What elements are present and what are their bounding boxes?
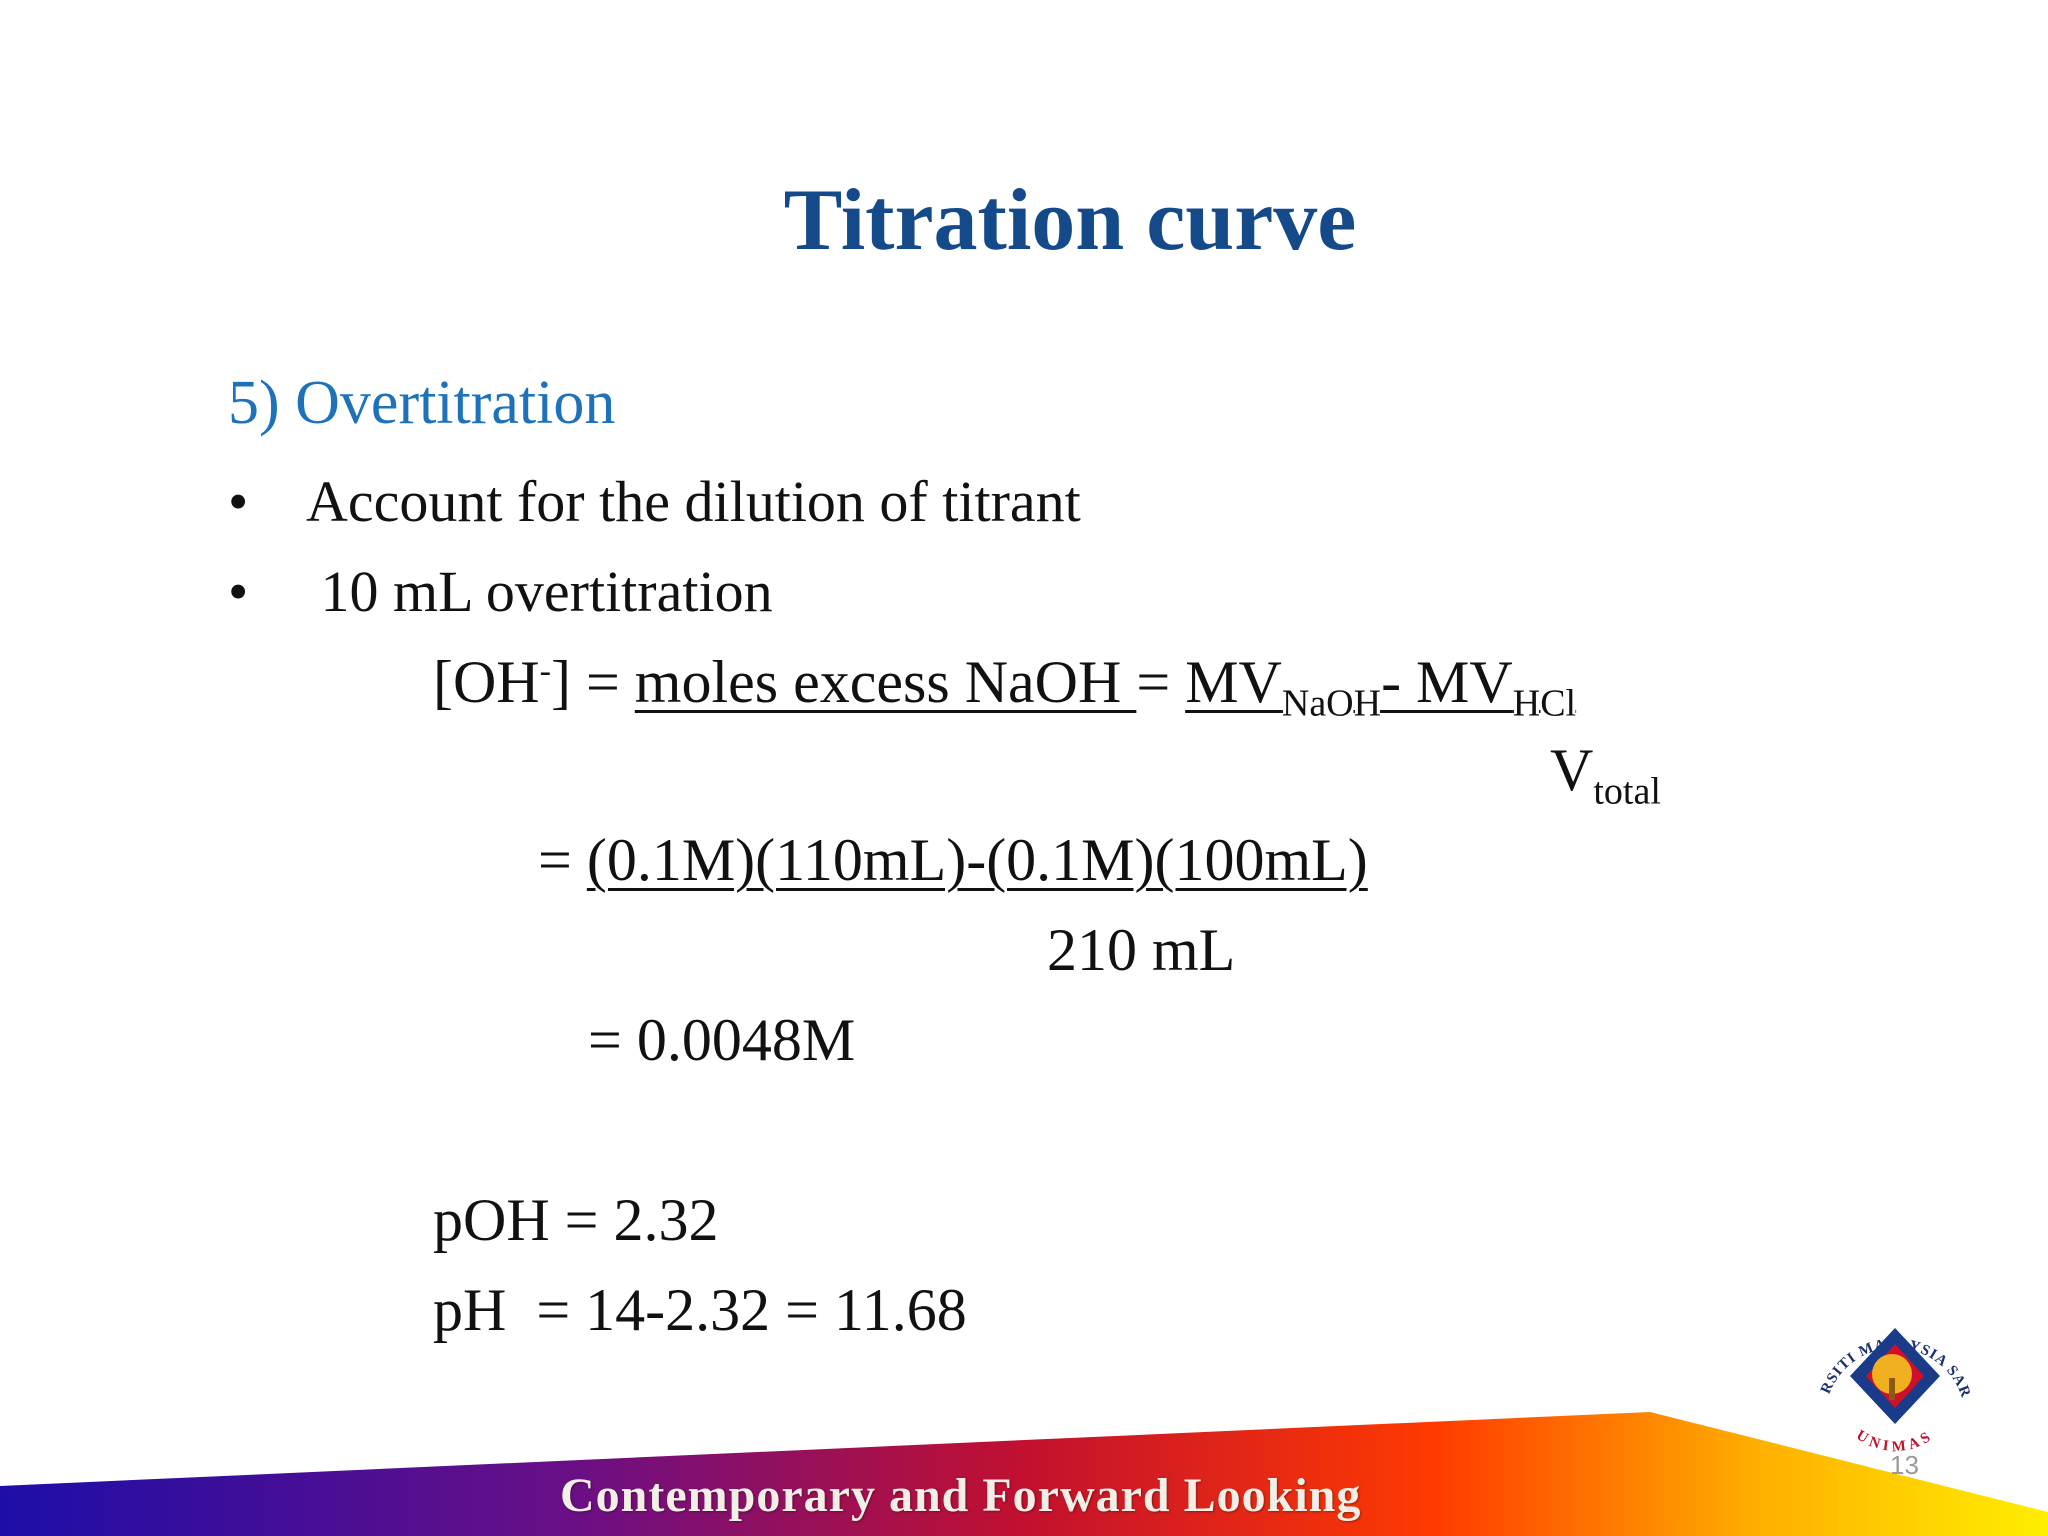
- footer-slogan: Contemporary and Forward Looking: [560, 1469, 1362, 1522]
- oh-superscript: -: [539, 652, 551, 690]
- minus-mv-label: - MV: [1381, 649, 1513, 715]
- equation-denominator: 210 mL: [1047, 917, 1236, 983]
- hcl-subscript: HCl: [1512, 682, 1577, 725]
- oh-label: [OH: [433, 649, 540, 715]
- oh-close: ] =: [550, 649, 635, 715]
- ph-line: pH = 14-2.32 = 11.68: [433, 1277, 967, 1343]
- equation-line-hydroxide: [OH-] = moles excess NaOH = MVNaOH- MVHC…: [433, 648, 1576, 725]
- section-subheading: 5) Overtitration: [228, 369, 616, 437]
- poh-line: pOH = 2.32: [433, 1187, 719, 1253]
- moles-excess-naoh: moles excess NaOH: [634, 649, 1137, 715]
- university-logo-icon: UNIVERSITI MALAYSIA SARAWAK UNIMAS: [1800, 1288, 1983, 1471]
- numerator-expression: (0.1M)(110mL)-(0.1M)(100mL): [586, 827, 1368, 893]
- slide-title: Titration curve: [783, 172, 1357, 269]
- bullet-text: 10 mL overtitration: [306, 559, 773, 624]
- page-number: 13: [1890, 1450, 1919, 1480]
- equals-sign: =: [538, 827, 587, 893]
- total-subscript: total: [1593, 770, 1661, 813]
- equals-sign: =: [1136, 649, 1186, 715]
- naoh-subscript: NaOH: [1281, 682, 1382, 725]
- hydroxide-result: = 0.0048M: [588, 1007, 856, 1073]
- mv-naoh-minus-mv-hcl: MVNaOH- MVHCl: [1185, 649, 1576, 724]
- v-total-denominator: Vtotal: [1550, 736, 1661, 813]
- bullet-text: Account for the dilution of titrant: [306, 469, 1081, 534]
- v-label: V: [1550, 737, 1594, 803]
- bullet-dot-icon: •: [228, 469, 249, 534]
- bullet-dot-icon: •: [228, 559, 249, 624]
- equation-numerator-line: = (0.1M)(110mL)-(0.1M)(100mL): [538, 826, 1368, 895]
- mv-label: MV: [1185, 649, 1282, 715]
- footer-gradient-band: [0, 1412, 2048, 1536]
